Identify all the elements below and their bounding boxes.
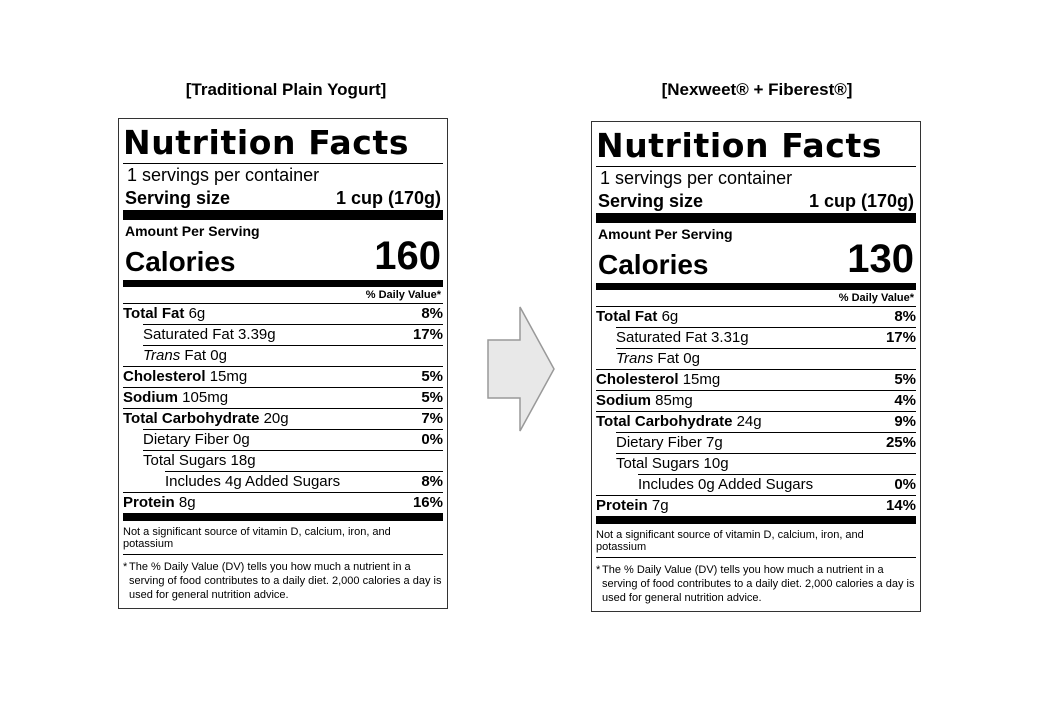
trans-fat-row: Trans Fat 0g [143,345,443,366]
right-panel-title: [Nexweet® + Fiberest®] [661,80,853,99]
nutrition-facts-heading: Nutrition Facts [123,123,410,162]
sodium-row: Sodium 85mg 4% [596,390,916,409]
left-nutrition-label: Nutrition Facts 1 servings per container… [118,118,448,609]
servings-per-container: 1 servings per container [600,168,793,188]
trans-fat-row: Trans Fat 0g [616,348,916,369]
serving-size-row: Serving size 1 cup (170g) [596,189,916,213]
serving-size-label: Serving size [125,188,231,208]
daily-value-footnote: * The % Daily Value (DV) tells you how m… [596,564,915,604]
total-fat-pct: 8% [421,305,443,322]
not-significant-note: Not a significant source of vitamin D, c… [596,529,864,553]
servings-per-container: 1 servings per container [127,165,320,185]
cholesterol-row: Cholesterol 15mg 5% [123,366,443,385]
left-panel-title: [Traditional Plain Yogurt] [185,80,387,99]
sodium-row: Sodium 105mg 5% [123,387,443,406]
added-sugars-row: Includes 0g Added Sugars 0% [638,474,916,493]
total-fat-row: Total Fat 6g 8% [596,306,916,325]
total-sugars-row: Total Sugars 18g [143,450,443,471]
calories-label: Calories [125,246,236,277]
calories-value: 160 [374,234,441,278]
protein-row: Protein 7g 14% [596,495,916,514]
right-nutrition-label: Nutrition Facts 1 servings per container… [591,121,921,612]
daily-value-footnote: * The % Daily Value (DV) tells you how m… [123,561,442,601]
total-sugars-row: Total Sugars 10g [616,453,916,474]
saturated-fat-row: Saturated Fat 3.39g 17% [143,324,443,343]
calories-row: Calories 130 [596,238,916,280]
serving-size-value: 1 cup (170g) [335,188,441,208]
cholesterol-row: Cholesterol 15mg 5% [596,369,916,388]
nutrition-facts-heading: Nutrition Facts [596,126,883,165]
right-arrow-icon [487,306,555,432]
not-significant-note: Not a significant source of vitamin D, c… [123,526,391,550]
total-fat-row: Total Fat 6g 8% [123,303,443,322]
serving-size-label: Serving size [598,191,704,211]
saturated-fat-row: Saturated Fat 3.31g 17% [616,327,916,346]
daily-value-header: % Daily Value* [365,289,441,301]
calories-value: 130 [847,237,914,281]
serving-size-value: 1 cup (170g) [808,191,914,211]
dietary-fiber-row: Dietary Fiber 0g 0% [143,429,443,448]
total-carbohydrate-row: Total Carbohydrate 20g 7% [123,408,443,427]
serving-size-row: Serving size 1 cup (170g) [123,186,443,210]
daily-value-header: % Daily Value* [838,292,914,304]
total-carbohydrate-row: Total Carbohydrate 24g 9% [596,411,916,430]
protein-row: Protein 8g 16% [123,492,443,511]
amount-per-serving: Amount Per Serving [598,226,733,242]
amount-per-serving: Amount Per Serving [125,223,260,239]
calories-label: Calories [598,249,709,280]
added-sugars-row: Includes 4g Added Sugars 8% [165,471,443,490]
dietary-fiber-row: Dietary Fiber 7g 25% [616,432,916,451]
calories-row: Calories 160 [123,235,443,277]
